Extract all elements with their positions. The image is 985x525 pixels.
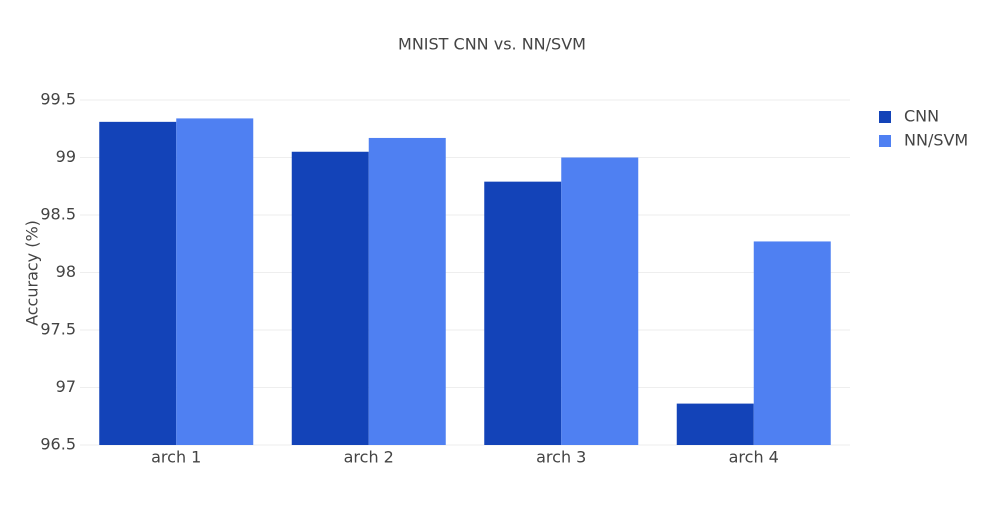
y-tick-label: 96.5 (40, 435, 76, 454)
y-tick-label: 99 (56, 147, 76, 166)
chart-title: MNIST CNN vs. NN/SVM (398, 35, 586, 54)
bar (676, 403, 754, 445)
legend-swatch (879, 111, 891, 123)
bar (291, 151, 369, 445)
bar (561, 157, 639, 445)
bar (368, 137, 446, 445)
x-tick-label: arch 2 (344, 448, 394, 467)
legend-label: NN/SVM (904, 131, 968, 150)
y-tick-label: 98 (56, 262, 76, 281)
legend-swatch (879, 135, 891, 147)
y-axis-label: Accuracy (%) (23, 220, 42, 326)
y-tick-label: 99.5 (40, 90, 76, 109)
bar (99, 121, 177, 445)
x-tick-label: arch 1 (151, 448, 201, 467)
x-tick-label: arch 4 (729, 448, 779, 467)
x-tick-label: arch 3 (536, 448, 586, 467)
y-tick-label: 97.5 (40, 320, 76, 339)
bar (753, 241, 831, 445)
bar (484, 181, 562, 445)
y-tick-label: 98.5 (40, 205, 76, 224)
bar (176, 118, 254, 446)
legend-label: CNN (904, 107, 939, 126)
y-tick-label: 97 (56, 377, 76, 396)
